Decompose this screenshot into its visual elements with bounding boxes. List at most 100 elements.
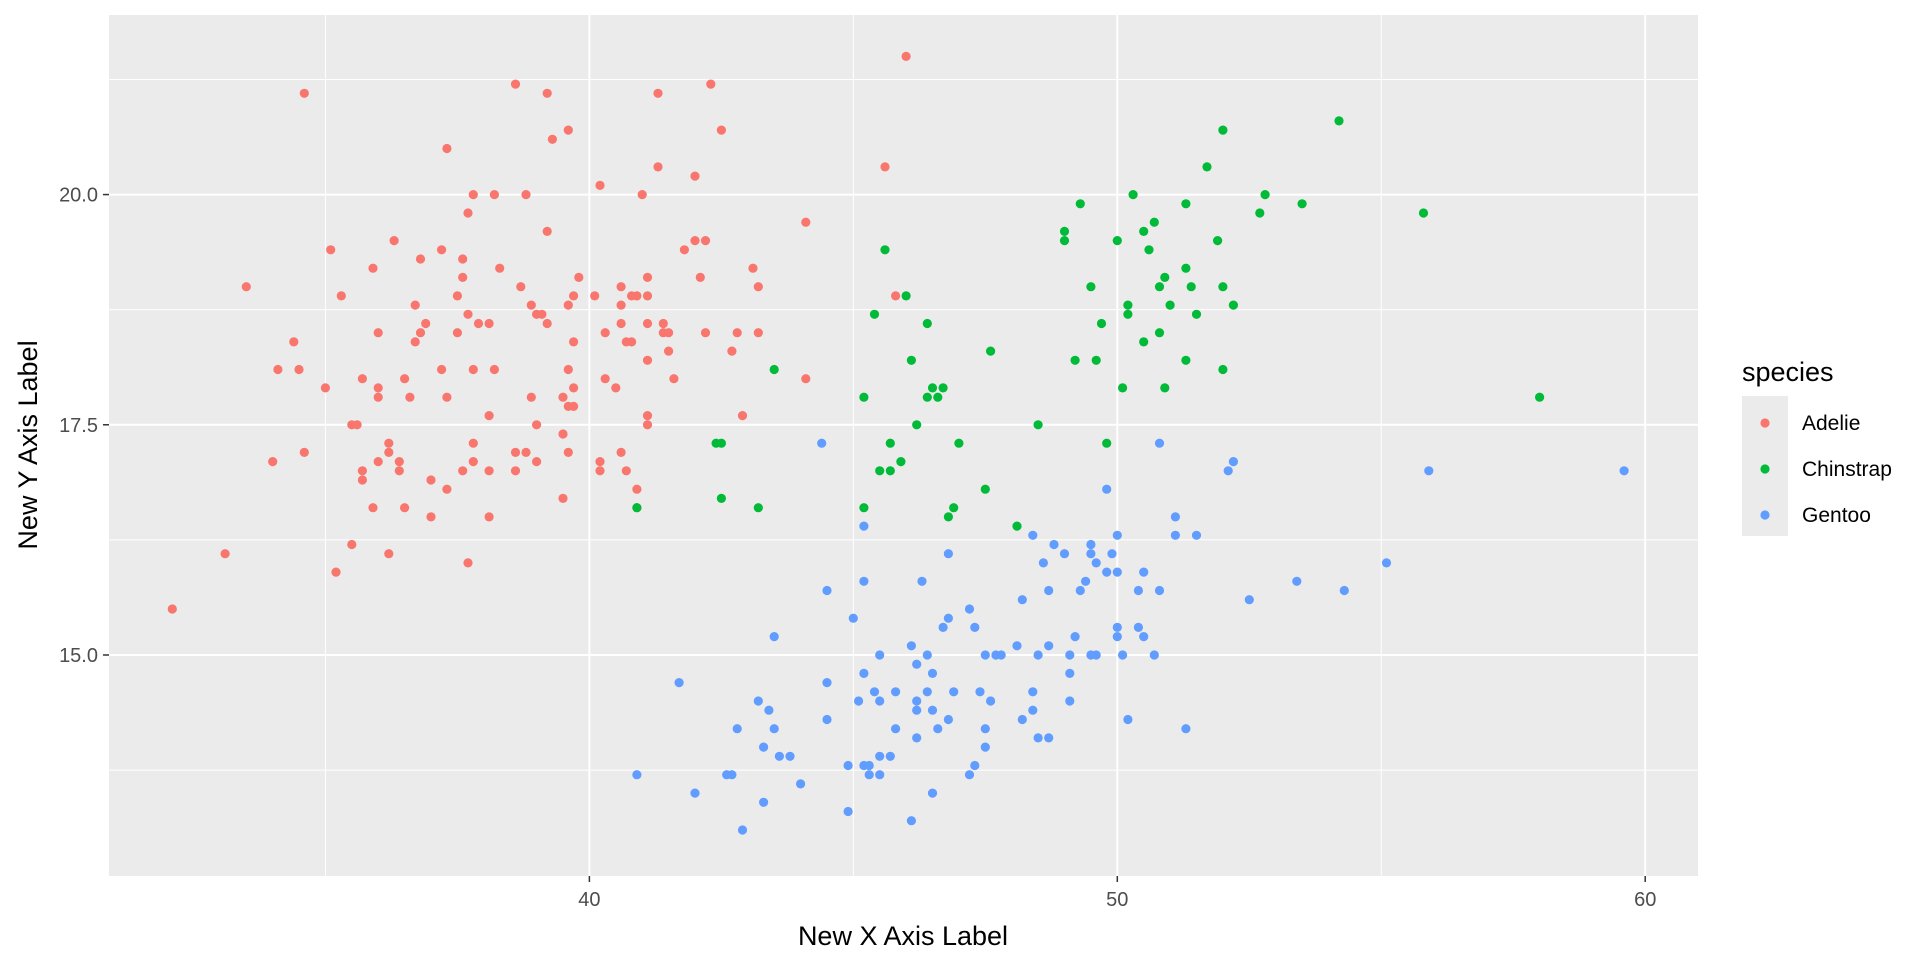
point-adelie — [410, 300, 420, 310]
point-adelie — [458, 254, 468, 264]
point-adelie — [653, 88, 663, 98]
point-gentoo — [980, 650, 990, 660]
point-adelie — [727, 346, 737, 356]
x-tick-label: 60 — [1634, 889, 1656, 911]
point-adelie — [569, 337, 579, 347]
point-adelie — [241, 282, 251, 292]
point-adelie — [642, 272, 653, 282]
point-gentoo — [927, 788, 938, 798]
point-chinstrap — [1123, 300, 1133, 310]
point-gentoo — [922, 687, 932, 697]
point-gentoo — [774, 751, 785, 761]
legend-title: species — [1742, 357, 1834, 387]
point-adelie — [299, 447, 309, 457]
point-chinstrap — [1059, 226, 1070, 236]
point-adelie — [880, 162, 890, 172]
point-gentoo — [970, 622, 980, 633]
point-gentoo — [1133, 585, 1143, 596]
point-chinstrap — [1218, 282, 1228, 292]
point-adelie — [679, 245, 690, 255]
point-gentoo — [1017, 714, 1027, 725]
point-adelie — [463, 558, 473, 568]
point-gentoo — [1181, 724, 1191, 734]
legend-label-adelie: Adelie — [1802, 412, 1860, 435]
point-adelie — [352, 420, 362, 430]
point-gentoo — [1619, 466, 1629, 476]
point-gentoo — [1070, 632, 1080, 642]
point-chinstrap — [901, 291, 911, 301]
point-gentoo — [864, 770, 874, 780]
point-adelie — [394, 457, 404, 467]
point-gentoo — [1075, 585, 1085, 596]
point-chinstrap — [1154, 328, 1165, 338]
minor-gridlines — [109, 15, 1698, 876]
point-adelie — [463, 309, 473, 319]
point-adelie — [616, 300, 626, 310]
point-adelie — [563, 125, 573, 135]
point-adelie — [574, 272, 584, 282]
point-adelie — [437, 245, 447, 255]
point-adelie — [642, 355, 653, 365]
point-gentoo — [1044, 641, 1054, 651]
point-gentoo — [970, 760, 980, 771]
point-adelie — [526, 392, 536, 402]
point-chinstrap — [922, 392, 932, 402]
point-adelie — [801, 374, 811, 384]
point-gentoo — [922, 650, 932, 660]
legend-key-chinstrap — [1760, 464, 1770, 474]
point-chinstrap — [1102, 438, 1112, 448]
point-gentoo — [822, 678, 832, 688]
point-gentoo — [980, 742, 990, 752]
point-chinstrap — [927, 383, 938, 393]
point-adelie — [526, 300, 536, 310]
point-adelie — [569, 291, 579, 301]
point-gentoo — [843, 760, 853, 771]
point-adelie — [426, 512, 436, 522]
point-adelie — [484, 466, 494, 476]
point-adelie — [268, 457, 278, 467]
point-chinstrap — [1255, 208, 1265, 218]
point-adelie — [563, 300, 573, 310]
point-adelie — [632, 291, 642, 301]
point-adelie — [484, 411, 494, 421]
point-adelie — [706, 79, 716, 89]
point-chinstrap — [1186, 282, 1196, 292]
point-gentoo — [1424, 466, 1434, 476]
point-chinstrap — [1091, 355, 1101, 365]
y-axis: 15.0 17.5 20.0 — [59, 185, 109, 667]
point-adelie — [632, 484, 642, 494]
legend: species Adelie Chinstrap Gentoo — [1742, 357, 1892, 536]
point-adelie — [384, 447, 394, 457]
point-chinstrap — [1070, 355, 1080, 365]
point-chinstrap — [980, 484, 990, 494]
point-gentoo — [690, 788, 700, 798]
point-adelie — [542, 88, 552, 98]
point-gentoo — [938, 622, 948, 633]
point-chinstrap — [859, 503, 869, 513]
point-chinstrap — [1112, 236, 1122, 246]
point-adelie — [331, 567, 341, 577]
point-chinstrap — [1535, 392, 1545, 402]
point-adelie — [732, 328, 742, 338]
point-adelie — [642, 291, 653, 301]
point-chinstrap — [1033, 420, 1043, 430]
point-adelie — [347, 539, 357, 550]
point-adelie — [326, 245, 336, 255]
point-adelie — [357, 374, 367, 384]
point-gentoo — [1086, 539, 1096, 550]
point-chinstrap — [716, 493, 727, 503]
point-adelie — [753, 282, 763, 292]
x-axis: 40 50 60 — [578, 876, 1656, 911]
point-adelie — [452, 291, 462, 301]
point-adelie — [547, 134, 558, 144]
point-gentoo — [875, 696, 885, 706]
point-gentoo — [854, 696, 864, 706]
legend-key-adelie — [1760, 418, 1770, 428]
point-gentoo — [1038, 558, 1048, 568]
point-adelie — [368, 263, 378, 273]
point-adelie — [521, 447, 531, 457]
point-adelie — [658, 318, 668, 329]
point-gentoo — [1292, 576, 1302, 586]
point-adelie — [716, 125, 727, 135]
point-adelie — [642, 420, 653, 430]
